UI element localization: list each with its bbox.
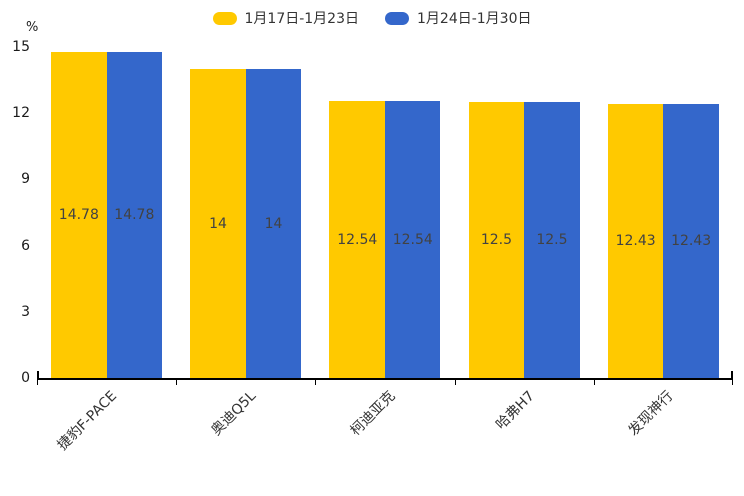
y-tick-label: 0 xyxy=(21,370,30,386)
bar-value-label: 14.78 xyxy=(58,206,99,223)
y-tick-label: 12 xyxy=(12,105,30,122)
bar-value-label: 12.43 xyxy=(671,232,712,249)
bar-value-label: 12.5 xyxy=(536,232,568,249)
bar-value-label: 12.54 xyxy=(392,231,433,248)
x-axis-endpost xyxy=(37,371,39,378)
bar[interactable]: 12.43 xyxy=(607,103,664,378)
x-category-label: 哈弗H7 xyxy=(492,388,538,433)
bar-value-label: 14.78 xyxy=(114,206,155,223)
bar[interactable]: 14 xyxy=(190,69,246,378)
bar-group: 12.5 12.5 xyxy=(455,47,594,378)
y-tick-label: 15 xyxy=(12,39,30,55)
y-axis: 0 3 6 9 12 15 xyxy=(0,39,30,386)
legend-swatch-week1-icon xyxy=(212,11,237,25)
bar[interactable]: 14.78 xyxy=(106,51,163,378)
bar-value-label: 12.54 xyxy=(337,231,378,248)
bar-group: 14.78 14.78 xyxy=(37,47,176,378)
bar[interactable]: 14.78 xyxy=(51,51,107,378)
bar[interactable]: 12.5 xyxy=(468,102,525,378)
bar[interactable]: 12.5 xyxy=(524,102,580,378)
legend-item-week2[interactable]: 1月24日-1月30日 xyxy=(385,8,532,28)
bar-group: 12.54 12.54 xyxy=(315,47,454,378)
bar-group: 12.43 12.43 xyxy=(594,47,733,378)
chart-legend: 1月17日-1月23日 1月24日-1月30日 xyxy=(0,8,744,28)
legend-item-week1[interactable]: 1月17日-1月23日 xyxy=(212,8,360,28)
x-axis-labels: 捷豹F-PACE 奥迪Q5L 柯迪亚克 哈弗H7 发现神行 xyxy=(37,386,733,486)
bar[interactable]: 12.54 xyxy=(329,101,385,378)
y-tick-label: 9 xyxy=(21,171,30,188)
y-axis-unit-label: % xyxy=(26,20,39,35)
bar[interactable]: 14 xyxy=(245,69,302,378)
x-axis-tick xyxy=(454,380,456,385)
legend-swatch-week2-icon xyxy=(385,11,409,25)
x-category-label: 奥迪Q5L xyxy=(208,388,260,439)
x-axis-tick xyxy=(37,380,38,385)
x-axis-tick xyxy=(176,380,178,385)
bar-group: 14 14 xyxy=(176,47,315,378)
y-tick-label: 3 xyxy=(21,303,30,320)
plot-area: 14.78 14.78 14 14 12.54 12.54 12.5 12.5 12.43 12.… xyxy=(37,47,733,385)
x-axis-tick xyxy=(593,380,595,385)
bar-value-label: 12.5 xyxy=(480,232,513,249)
x-category-label: 发现神行 xyxy=(625,388,677,440)
bar-value-label: 12.43 xyxy=(615,232,656,249)
x-axis-tick xyxy=(732,380,733,385)
y-tick-label: 6 xyxy=(21,237,30,254)
bar[interactable]: 12.54 xyxy=(384,101,441,378)
x-axis-endpost xyxy=(731,371,733,378)
x-category-label: 捷豹F-PACE xyxy=(54,388,121,454)
bar-value-label: 14 xyxy=(209,215,227,232)
x-axis-tick xyxy=(315,380,317,385)
bar[interactable]: 12.43 xyxy=(663,103,719,378)
bar-value-label: 14 xyxy=(264,215,283,232)
x-category-label: 柯迪亚克 xyxy=(347,388,399,440)
legend-label-week2: 1月24日-1月30日 xyxy=(417,11,532,27)
legend-label-week1: 1月17日-1月23日 xyxy=(244,11,360,27)
